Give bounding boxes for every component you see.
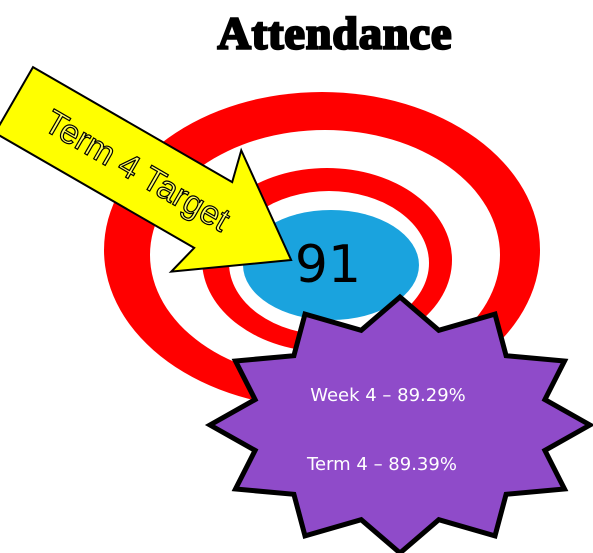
stat-line: Week 4 – 89.29% bbox=[310, 385, 466, 406]
infographic: Attendance 91 Term 4 Target Week 4 – 89.… bbox=[0, 0, 593, 553]
title: Attendance bbox=[218, 8, 453, 59]
stat-line: Term 4 – 89.39% bbox=[306, 454, 457, 475]
target-value: 91 bbox=[295, 235, 361, 295]
